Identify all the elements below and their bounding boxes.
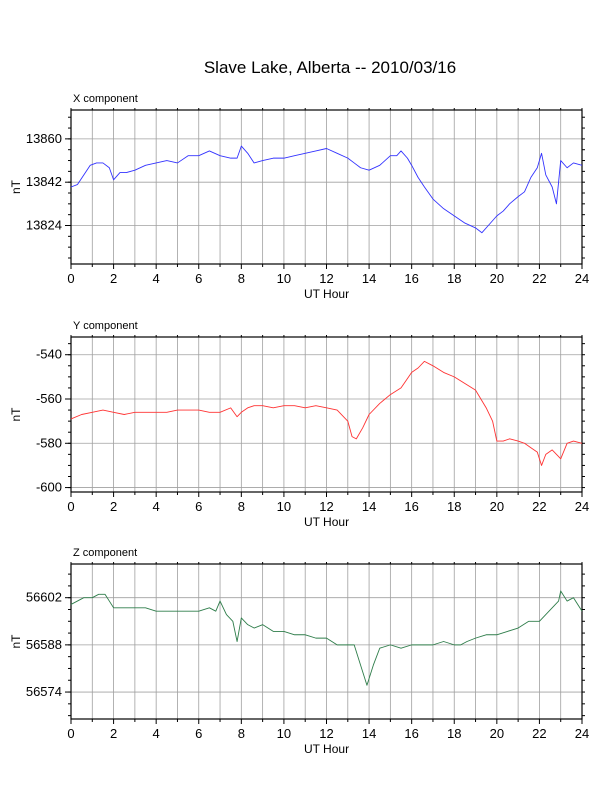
x-component-ylabel: nT — [9, 179, 23, 194]
y-component-y-tick-label: -540 — [36, 347, 62, 362]
y-component-x-tick-label: 4 — [153, 499, 160, 514]
x-component-x-tick-label: 6 — [195, 271, 202, 286]
x-component-x-tick-label: 24 — [575, 271, 589, 286]
x-component-y-tick-label: 13842 — [26, 174, 62, 189]
z-component-y-tick-label: 56574 — [26, 684, 62, 699]
x-component-series-line — [70, 145, 583, 234]
y-component-x-tick-label: 22 — [532, 499, 546, 514]
z-component-xlabel: UT Hour — [304, 742, 349, 756]
z-component-frame — [70, 563, 583, 720]
z-component-x-tick-label: 6 — [195, 726, 202, 741]
z-component-x-tick-label: 0 — [67, 726, 74, 741]
z-component-x-tick-label: 4 — [153, 726, 160, 741]
z-component-x-tick-label: 12 — [319, 726, 333, 741]
y-component-x-tick-label: 14 — [362, 499, 376, 514]
z-component-x-tick-label: 24 — [575, 726, 589, 741]
x-component-x-tick-label: 2 — [110, 271, 117, 286]
z-component-x-tick-label: 22 — [532, 726, 546, 741]
z-component-title: Z component — [73, 547, 137, 559]
x-component-y-tick-label: 13824 — [26, 218, 62, 233]
z-component-ylabel: nT — [9, 634, 23, 649]
x-component-xlabel: UT Hour — [304, 287, 349, 301]
y-component-x-tick-label: 24 — [575, 499, 589, 514]
x-component-x-tick-label: 4 — [153, 271, 160, 286]
x-component-x-tick-label: 18 — [447, 271, 461, 286]
y-component-frame — [70, 336, 583, 493]
z-component-x-tick-label: 16 — [404, 726, 418, 741]
z-component-y-tick-label: 56588 — [26, 637, 62, 652]
y-component-x-tick-label: 8 — [238, 499, 245, 514]
y-component-x-tick-label: 10 — [277, 499, 291, 514]
z-component-x-tick-label: 8 — [238, 726, 245, 741]
z-component-x-tick-label: 14 — [362, 726, 376, 741]
x-component-x-tick-label: 20 — [490, 271, 504, 286]
x-component-x-tick-label: 0 — [67, 271, 74, 286]
x-component-x-tick-label: 8 — [238, 271, 245, 286]
y-component-x-tick-label: 12 — [319, 499, 333, 514]
y-component-x-tick-label: 0 — [67, 499, 74, 514]
y-component-x-tick-label: 16 — [404, 499, 418, 514]
z-component-x-tick-label: 20 — [490, 726, 504, 741]
z-component-series-line — [70, 590, 583, 686]
y-component-series-line — [70, 360, 583, 466]
y-component-xlabel: UT Hour — [304, 515, 349, 529]
z-component-x-tick-label: 10 — [277, 726, 291, 741]
x-component-x-tick-label: 12 — [319, 271, 333, 286]
page-title: Slave Lake, Alberta -- 2010/03/16 — [203, 58, 457, 77]
y-component-y-tick-label: -560 — [36, 391, 62, 406]
x-component-x-tick-label: 14 — [362, 271, 376, 286]
y-component-x-tick-label: 6 — [195, 499, 202, 514]
x-component-x-tick-label: 16 — [404, 271, 418, 286]
y-component-ylabel: nT — [9, 407, 23, 422]
x-component-x-tick-label: 22 — [532, 271, 546, 286]
y-component-x-tick-label: 18 — [447, 499, 461, 514]
y-component-x-tick-label: 2 — [110, 499, 117, 514]
x-component-x-tick-label: 10 — [277, 271, 291, 286]
y-component-y-tick-label: -600 — [36, 480, 62, 495]
x-component-title: X component — [73, 93, 138, 105]
z-component-x-tick-label: 2 — [110, 726, 117, 741]
z-component-x-tick-label: 18 — [447, 726, 461, 741]
y-component-x-tick-label: 20 — [490, 499, 504, 514]
z-component-y-tick-label: 56602 — [26, 590, 62, 605]
y-component-title: Y component — [73, 320, 138, 332]
x-component-y-tick-label: 13860 — [26, 131, 62, 146]
y-component-y-tick-label: -580 — [36, 435, 62, 450]
